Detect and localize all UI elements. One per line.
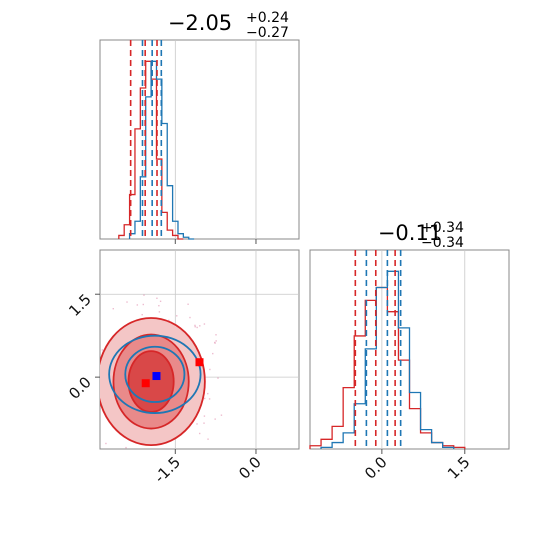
scatter-speck: [207, 438, 209, 440]
scatter-speck: [196, 326, 198, 329]
contour-ytick-label-0: 0.0: [65, 373, 95, 403]
p2-hist-blue: [320, 270, 455, 449]
red-contour-level-2: [127, 350, 175, 413]
scatter-speck: [189, 316, 191, 319]
scatter-speck: [136, 304, 139, 306]
scatter-speck: [89, 358, 90, 359]
scatter-speck: [159, 300, 162, 303]
scatter-speck: [101, 349, 104, 351]
scatter-speck: [207, 392, 209, 395]
scatter-speck: [83, 359, 84, 360]
scatter-speck: [204, 397, 206, 400]
scatter-speck: [214, 418, 216, 420]
scatter-speck: [217, 377, 219, 379]
scatter-speck: [139, 452, 140, 453]
marker-1: [152, 372, 161, 381]
contour-frame: [99, 249, 300, 450]
scatter-speck: [141, 313, 143, 316]
title-p1-sub: −0.27: [246, 25, 289, 41]
scatter-speck: [113, 452, 114, 453]
title-p1-value: −2.05: [168, 11, 232, 35]
scatter-speck: [196, 423, 198, 425]
scatter-speck: [94, 378, 95, 379]
scatter-speck: [176, 315, 178, 317]
hist-panel-p1: −2.05 +0.24 −0.27: [99, 10, 300, 244]
scatter-speck: [81, 403, 82, 404]
contour-xtick-label-0: -1.5: [151, 453, 184, 486]
scatter-speck: [220, 414, 223, 416]
title-p1-sup: +0.24: [246, 10, 289, 26]
scatter-speck: [158, 311, 161, 313]
scatter-speck: [168, 319, 170, 322]
title-p2-value: −0.11: [378, 221, 442, 245]
scatter-speck: [97, 363, 98, 364]
scatter-speck: [187, 303, 189, 305]
scatter-speck: [143, 294, 145, 296]
scatter-speck: [208, 398, 211, 400]
scatter-speck: [203, 422, 205, 424]
scatter-speck: [215, 334, 217, 336]
hist-title-p2: −0.11: [378, 221, 442, 245]
scatter-speck: [150, 453, 151, 454]
scatter-speck: [215, 340, 217, 342]
blue-contour-level-1: [124, 345, 186, 403]
marker-2: [195, 358, 204, 367]
scatter-speck: [126, 301, 128, 303]
scatter-speck: [83, 400, 84, 401]
contour-ytick-label-1: 1.5: [65, 290, 95, 320]
scatter-speck: [112, 307, 114, 310]
scatter-speck: [79, 359, 80, 360]
p2-xtick-label-1: 1.5: [444, 453, 474, 483]
scatter-speck: [86, 351, 87, 352]
blue-contour-level-0: [108, 334, 202, 414]
contour-panel: [77, 249, 300, 462]
scatter-speck: [214, 342, 216, 344]
scatter-speck: [203, 323, 206, 325]
scatter-speck: [77, 363, 78, 364]
hist-panel-p2: −0.11 +0.34 −0.34: [309, 220, 510, 454]
marker-0: [141, 379, 150, 388]
scatter-speck: [142, 303, 144, 306]
scatter-speck: [203, 415, 206, 417]
scatter-speck: [198, 450, 199, 451]
scatter-speck: [125, 452, 126, 453]
scatter-speck: [134, 454, 135, 455]
scatter-speck: [158, 304, 160, 307]
scatter-speck: [209, 368, 211, 371]
scatter-speck: [198, 432, 201, 435]
scatter-speck: [78, 406, 79, 407]
hist-title-p1: −2.05: [168, 11, 232, 35]
p2-xtick-label-0: 0.0: [361, 453, 391, 483]
scatter-speck: [194, 324, 196, 327]
scatter-speck: [125, 446, 127, 449]
scatter-speck: [199, 325, 201, 327]
scatter-speck: [156, 297, 158, 299]
scatter-speck: [87, 428, 88, 429]
title-p2-sub: −0.34: [421, 235, 464, 251]
scatter-speck: [96, 323, 97, 324]
scatter-speck: [151, 461, 152, 462]
scatter-speck: [194, 325, 196, 328]
scatter-speck: [212, 352, 214, 355]
scatter-speck: [155, 454, 156, 455]
contour-xtick-label-1: 0.0: [235, 453, 265, 483]
hist-frame-p1: [99, 39, 300, 240]
hist-frame-p2: [309, 249, 510, 450]
p1-hist-blue: [128, 60, 195, 240]
title-p2-sup: +0.34: [421, 220, 464, 236]
scatter-speck: [105, 442, 107, 445]
